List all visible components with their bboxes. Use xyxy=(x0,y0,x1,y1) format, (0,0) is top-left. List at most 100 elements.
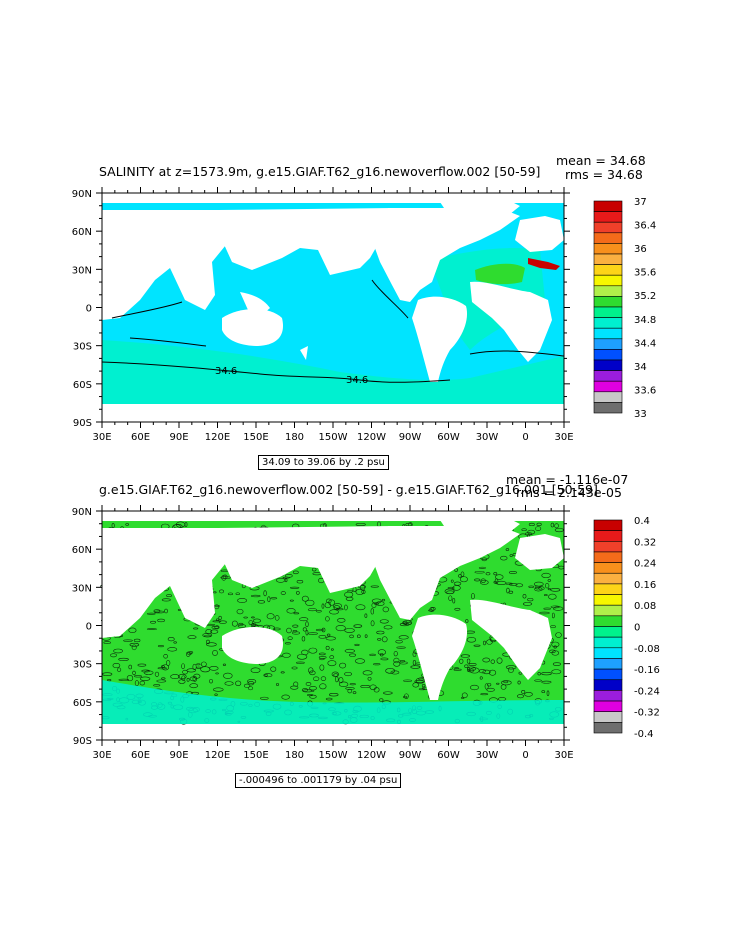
contour-loop xyxy=(112,662,121,669)
colorbar-swatch xyxy=(593,583,623,595)
contour-loop xyxy=(488,669,497,676)
contour-loop xyxy=(192,675,198,682)
panel1-med-outflow xyxy=(475,263,525,285)
contour-loop xyxy=(161,677,166,680)
colorbar-swatch xyxy=(593,615,623,627)
contour-loop xyxy=(383,691,393,695)
contour-loop xyxy=(129,642,140,647)
contour-loop xyxy=(329,693,339,697)
colorbar-swatch xyxy=(593,391,623,403)
contour-loop xyxy=(490,659,495,664)
contour-loop xyxy=(182,669,188,675)
panel1-southern-band xyxy=(102,340,564,406)
colorbar-label: 34.8 xyxy=(634,315,656,326)
contour-loop xyxy=(154,671,160,677)
contour-loop xyxy=(364,613,368,618)
contour-loop xyxy=(375,601,385,606)
colorbar-swatch xyxy=(593,519,623,531)
colorbar-swatch xyxy=(593,253,623,265)
contour-loop xyxy=(478,566,486,569)
contour-loop xyxy=(546,690,550,696)
contour-loop xyxy=(325,636,336,641)
lon-label: 120E xyxy=(205,432,230,443)
contour-loop xyxy=(231,620,238,627)
contour-loop xyxy=(146,612,156,615)
contour-loop xyxy=(301,636,306,642)
contour-loop xyxy=(126,675,134,682)
contour-loop xyxy=(274,615,280,621)
contour-loop xyxy=(330,648,334,651)
contour-loop xyxy=(222,574,228,580)
contour-loop xyxy=(470,593,475,600)
colorbar-label: -0.4 xyxy=(634,729,654,740)
contour-loop xyxy=(464,664,469,668)
contour-loop xyxy=(459,576,468,583)
contour-loop xyxy=(528,522,535,527)
panel2-rms: rms = 2.143e-05 xyxy=(516,485,622,500)
contour-loop xyxy=(355,604,366,611)
contour-loop xyxy=(209,678,213,684)
contour-loop xyxy=(412,660,417,666)
contour-loop xyxy=(329,609,339,615)
panel1-range-box: 34.09 to 39.06 by .2 psu xyxy=(258,455,389,470)
contour-loop xyxy=(377,649,387,656)
contour-loop xyxy=(518,671,523,675)
contour-loop xyxy=(305,621,309,628)
contour-loop xyxy=(206,642,217,647)
colorbar-swatch xyxy=(593,338,623,350)
contour-loop xyxy=(552,662,561,666)
contour-loop xyxy=(326,633,331,637)
contour-loop xyxy=(292,631,300,635)
colorbar-label: 0.16 xyxy=(634,580,656,591)
contour-loop xyxy=(267,596,271,603)
contour-loop xyxy=(555,632,562,638)
contour-loop xyxy=(132,670,136,676)
contour-loop xyxy=(128,627,137,633)
contour-loop xyxy=(551,641,560,648)
contour-loop xyxy=(381,598,386,602)
contour-loop xyxy=(212,620,222,623)
contour-loop xyxy=(344,648,356,653)
panel1-contour-pac xyxy=(371,279,409,319)
contour-loop xyxy=(301,649,309,656)
contour-loop xyxy=(319,683,327,690)
contour-loop xyxy=(460,571,465,577)
contour-loop xyxy=(237,624,247,628)
contour-loop xyxy=(501,680,512,686)
contour-loop xyxy=(382,606,389,613)
contour-loop xyxy=(482,669,491,675)
lon-label: 90E xyxy=(169,750,188,761)
panel1-colorbar: 37 36.4 36 35.6 35.2 34.8 34.4 34 33.6 33 xyxy=(593,197,656,420)
lon-label: 150E xyxy=(243,750,268,761)
panel2-title: g.e15.GIAF.T62_g16.newoverflow.002 [50-5… xyxy=(99,482,598,497)
lat-label: 60S xyxy=(73,380,92,391)
contour-loop xyxy=(143,670,154,675)
colorbar-label: 33 xyxy=(634,409,647,420)
contour-loop xyxy=(305,630,309,636)
contour-loop xyxy=(355,588,365,595)
colorbar-swatch xyxy=(593,359,623,371)
contour-loop xyxy=(483,640,486,646)
contour-loop xyxy=(131,644,137,651)
contour-loop xyxy=(402,695,408,699)
contour-loop xyxy=(522,594,527,599)
contour-loop xyxy=(250,594,261,598)
contour-loop xyxy=(264,673,268,677)
contour-loop xyxy=(486,687,495,692)
colorbar-swatch xyxy=(593,349,623,361)
contour-loop xyxy=(541,672,552,676)
panel1-contour-atl xyxy=(469,350,565,357)
panel1-land xyxy=(102,193,564,406)
contour-loop xyxy=(538,586,545,591)
contour-loop xyxy=(309,686,317,691)
colorbar-label: 34.4 xyxy=(634,338,656,349)
contour-loop xyxy=(534,679,542,682)
contour-loop xyxy=(222,663,226,666)
contour-loop xyxy=(430,606,436,611)
contour-loop xyxy=(308,667,314,674)
colorbar-swatch xyxy=(593,636,623,649)
contour-loop xyxy=(415,677,426,684)
contour-loop xyxy=(535,526,542,531)
contour-loop xyxy=(318,652,326,656)
